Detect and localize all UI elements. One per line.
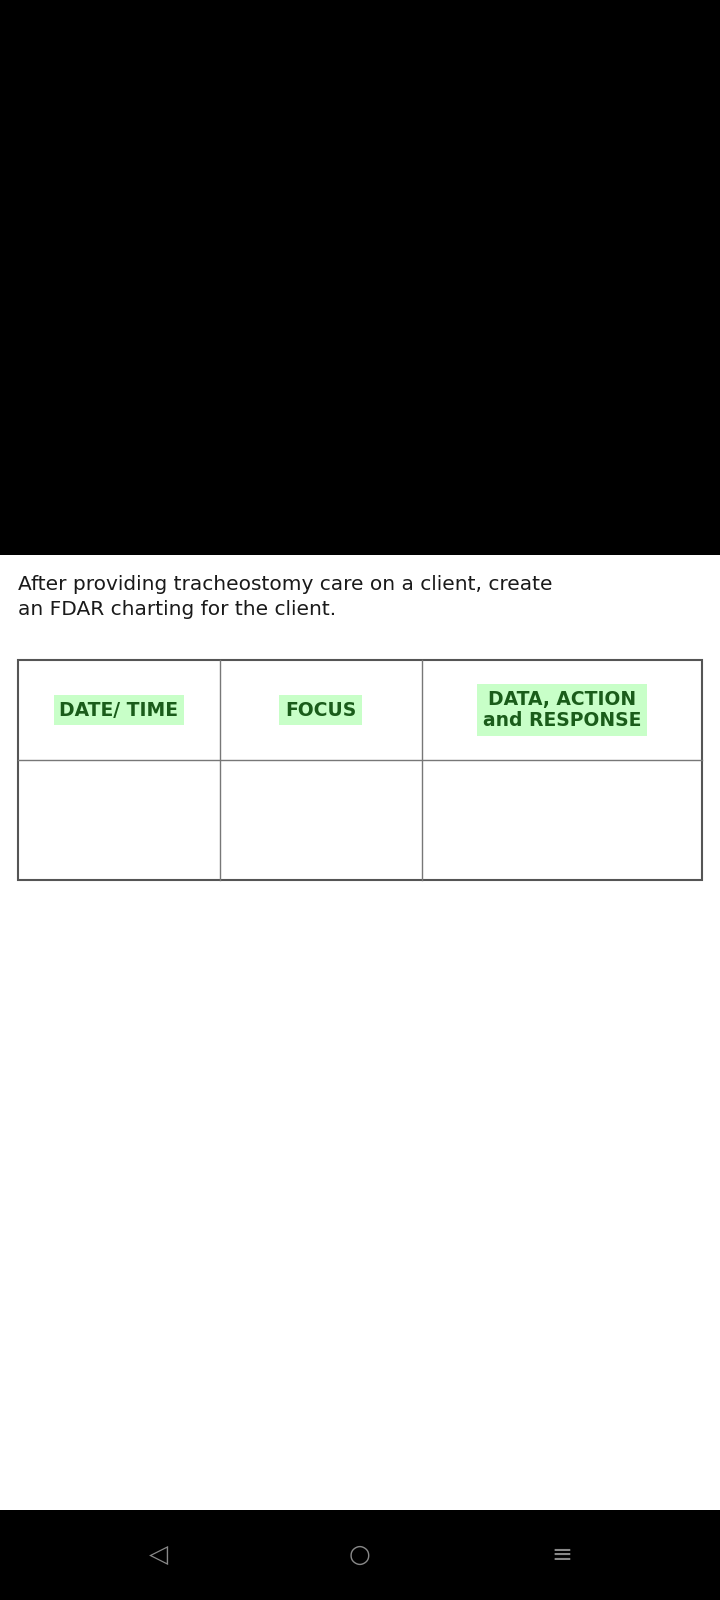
Bar bbox=[220, 659, 422, 760]
Bar bbox=[0, 555, 720, 1510]
Bar bbox=[0, 1510, 720, 1600]
Text: FOCUS: FOCUS bbox=[285, 701, 356, 720]
Bar bbox=[18, 760, 220, 880]
Text: After providing tracheostomy care on a client, create
an FDAR charting for the c: After providing tracheostomy care on a c… bbox=[18, 574, 552, 619]
Text: ◁: ◁ bbox=[149, 1542, 168, 1566]
Bar bbox=[422, 659, 702, 760]
Text: ○: ○ bbox=[349, 1542, 371, 1566]
Bar bbox=[220, 760, 422, 880]
Text: DATE/ TIME: DATE/ TIME bbox=[59, 701, 179, 720]
Bar bbox=[18, 659, 702, 880]
Bar bbox=[18, 659, 702, 880]
Text: DATA, ACTION
and RESPONSE: DATA, ACTION and RESPONSE bbox=[482, 690, 641, 731]
Text: ≡: ≡ bbox=[551, 1542, 572, 1566]
Bar bbox=[18, 659, 220, 760]
Bar bbox=[422, 760, 702, 880]
